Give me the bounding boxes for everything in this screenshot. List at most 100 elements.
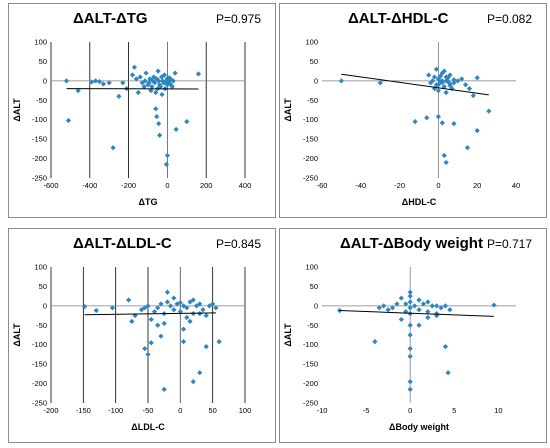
- y-tick-label: -50: [307, 321, 318, 330]
- y-axis-label: ΔALT: [283, 323, 293, 347]
- data-point: [435, 87, 441, 94]
- data-point: [441, 152, 447, 159]
- x-tick-label: 0: [408, 406, 412, 415]
- scatter-plot: -250 -200 -150 -100 -50 0 50 100 -600 -400 -200 0 20…: [12, 38, 252, 208]
- x-tick-label: 0: [436, 181, 440, 190]
- x-tick-label: -100: [108, 406, 123, 415]
- data-point: [168, 303, 174, 309]
- data-point: [184, 314, 190, 321]
- data-point: [164, 152, 170, 159]
- p-value: P=0.975: [215, 12, 261, 26]
- x-tick-label: 50: [208, 406, 216, 415]
- data-point: [398, 295, 404, 301]
- data-point: [443, 159, 449, 166]
- chart-title: ΔALT-ΔBody weight: [340, 235, 483, 252]
- data-point: [416, 307, 422, 313]
- data-point: [173, 126, 179, 133]
- data-point: [195, 71, 202, 77]
- data-point: [435, 114, 441, 120]
- y-tick-label: -50: [307, 96, 318, 105]
- y-tick-label: -250: [32, 399, 47, 408]
- data-point: [425, 314, 431, 321]
- y-axis-label: ΔALT: [283, 98, 293, 122]
- y-tick-label: -250: [303, 174, 318, 183]
- x-tick-label: -20: [394, 181, 405, 190]
- data-point: [464, 145, 471, 151]
- x-tick-label: -150: [76, 406, 91, 415]
- x-tick-label: -60: [317, 181, 328, 190]
- y-tick-label: -50: [36, 96, 47, 105]
- data-point: [180, 326, 187, 332]
- data-point: [164, 82, 170, 88]
- y-tick-label: 0: [43, 76, 47, 85]
- data-point: [407, 299, 413, 305]
- x-tick-label: -5: [363, 406, 370, 415]
- data-point: [442, 344, 449, 350]
- data-point: [200, 307, 206, 313]
- data-point: [455, 78, 461, 84]
- data-point: [75, 87, 81, 94]
- chart-panel-tg: ΔALT-ΔTG P=0.975 -250 -200 -150 -100 -50 0 50 1…: [8, 3, 276, 218]
- data-point: [142, 346, 148, 352]
- data-point: [110, 145, 116, 151]
- p-value: P=0.845: [215, 237, 261, 251]
- data-point: [426, 72, 432, 78]
- data-point: [152, 80, 158, 86]
- y-tick-label: -250: [303, 399, 318, 408]
- data-point: [435, 82, 441, 88]
- data-point: [407, 322, 413, 328]
- data-point: [141, 84, 147, 90]
- data-point: [93, 307, 99, 314]
- data-point: [161, 320, 167, 326]
- data-point: [407, 332, 413, 338]
- data-point: [169, 84, 175, 90]
- data-point: [89, 79, 95, 85]
- y-tick-label: -200: [32, 154, 47, 163]
- data-point: [407, 346, 413, 352]
- chart-panel-ldl: ΔALT-ΔLDL-C P=0.845 -250 -200 -150 -100 -50 0…: [8, 228, 276, 443]
- data-point: [155, 68, 161, 74]
- data-point: [93, 78, 99, 84]
- data-point: [437, 79, 443, 85]
- data-point: [156, 121, 162, 127]
- x-tick-label: -50: [143, 406, 154, 415]
- data-point: [416, 297, 422, 303]
- data-point: [447, 307, 453, 313]
- x-axis-label: ΔTG: [139, 197, 158, 207]
- data-point: [155, 322, 161, 328]
- x-tick-label: 10: [494, 406, 502, 415]
- y-tick-label: 100: [305, 38, 318, 47]
- y-tick-label: 50: [39, 57, 47, 66]
- x-axis-label: ΔLDL-C: [131, 422, 165, 432]
- data-point: [411, 303, 418, 309]
- y-tick-label: -100: [303, 340, 318, 349]
- y-tick-label: 50: [39, 282, 47, 291]
- data-point: [425, 299, 431, 305]
- x-tick-label: 20: [473, 181, 481, 190]
- x-tick-label: -200: [121, 181, 136, 190]
- x-axis-label: ΔBody weight: [389, 422, 449, 432]
- data-point: [145, 82, 151, 88]
- x-tick-label: 200: [200, 181, 213, 190]
- data-point: [142, 78, 148, 84]
- data-point: [216, 339, 222, 345]
- data-point: [459, 76, 465, 82]
- y-tick-label: 50: [310, 282, 318, 291]
- data-point: [184, 119, 190, 125]
- chart-title: ΔALT-ΔLDL-C: [73, 235, 172, 252]
- x-tick-label: -400: [82, 181, 97, 190]
- y-tick-label: 0: [43, 301, 47, 310]
- trendline: [339, 310, 494, 317]
- data-point: [434, 303, 440, 309]
- data-point: [156, 78, 162, 84]
- data-point: [145, 351, 151, 358]
- x-tick-label: 400: [239, 181, 252, 190]
- data-point: [157, 82, 163, 88]
- x-tick-label: 0: [165, 181, 169, 190]
- chart-panel-hdl: ΔALT-ΔHDL-C P=0.082 -250 -200 -150 -100 -50 0…: [279, 3, 547, 218]
- y-tick-label: 0: [314, 301, 318, 310]
- data-point: [106, 80, 112, 86]
